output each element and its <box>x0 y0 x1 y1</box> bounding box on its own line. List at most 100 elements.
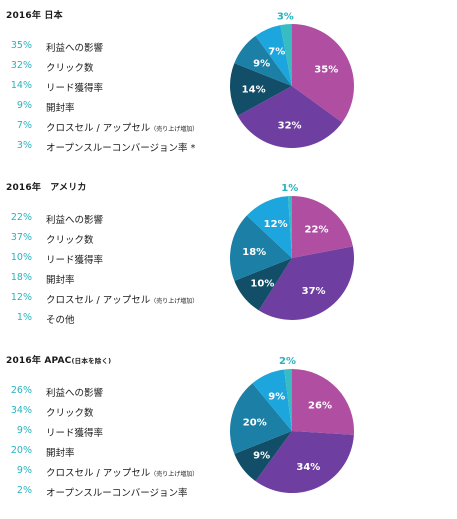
pie-slice <box>288 195 292 258</box>
legend-row: 32% クリック数 <box>0 60 230 80</box>
legend-value: 9% <box>16 100 32 111</box>
slice-label: 9% <box>268 392 285 403</box>
legend-label: リード獲得率 <box>46 255 104 266</box>
pie-slice <box>255 25 292 87</box>
legend-label: クリック数 <box>46 63 94 74</box>
legend-label: クロスセル / アップセル（売り上げ増加） <box>46 123 199 134</box>
legend-row: 12% クロスセル / アップセル（売り上げ増加） <box>0 292 230 312</box>
legend-label: クリック数 <box>46 408 94 419</box>
pie-slice <box>234 35 292 86</box>
slice-label: 14% <box>242 84 266 95</box>
pie-chart-usa: 22% 37% 10% 18% 12% 1% <box>229 183 354 320</box>
slice-label: 9% <box>253 451 270 462</box>
slice-label: 10% <box>250 279 274 290</box>
chart-section-apac: 2016年 APAC(日本を除く) 26% 利益への影響 34% クリック数 9% リ… <box>0 345 457 517</box>
legend-row: 7% クロスセル / アップセル（売り上げ増加） <box>0 120 230 140</box>
slice-label: 1% <box>281 183 298 194</box>
pie-slice <box>237 86 343 148</box>
legend-row: 26% 利益への影響 <box>0 385 230 405</box>
legend-value: 18% <box>10 272 32 283</box>
chart-section-usa: 2016年 アメリカ 22% 利益への影響 37% クリック数 10% リード獲得率 … <box>0 172 457 344</box>
pie-chart-apac: 26% 34% 9% 20% 9% 2% <box>229 356 355 494</box>
legend-value: 2% <box>16 485 32 496</box>
legend-row: 18% 開封率 <box>0 272 230 292</box>
legend-row: 9% 開封率 <box>0 100 230 120</box>
legend-label: クロスセル / アップセル（売り上げ増加） <box>46 295 199 306</box>
pie-slice <box>284 369 292 431</box>
legend-value: 20% <box>10 445 32 456</box>
legend: 35% 利益への影響 32% クリック数 14% リード獲得率 9% 開封率 7% クロス… <box>0 40 230 160</box>
legend-label: オープンスルーコンバージョン率 <box>46 488 188 499</box>
pie-chart-japan: 35% 32% 14% 9%7% 3% <box>229 11 354 148</box>
legend-value: 32% <box>10 60 32 71</box>
legend-value: 9% <box>16 465 32 476</box>
pie-slice <box>280 24 292 86</box>
legend-row: 2% オープンスルーコンバージョン率 <box>0 485 230 505</box>
pie-slice <box>229 215 292 281</box>
slice-label: 35% <box>314 65 338 76</box>
legend-label: リード獲得率 <box>46 428 104 439</box>
legend-row: 35% 利益への影響 <box>0 40 230 60</box>
slice-label: 22% <box>305 224 329 235</box>
legend-value: 37% <box>10 232 32 243</box>
legend: 26% 利益への影響 34% クリック数 9% リード獲得率 20% 開封率 9% クロス… <box>0 385 230 505</box>
legend-value: 7% <box>16 120 32 131</box>
pie-slice <box>229 383 292 454</box>
legend-row: 9% クロスセル / アップセル（売り上げ増加） <box>0 465 230 485</box>
pie-slice <box>234 258 292 311</box>
legend-label: 開封率 <box>46 275 75 286</box>
pie-slice <box>292 369 355 435</box>
legend-row: 22% 利益への影響 <box>0 212 230 232</box>
legend-value: 1% <box>16 312 32 323</box>
legend-row: 10% リード獲得率 <box>0 252 230 272</box>
legend-row: 3% オープンスルーコンバージョン率 * <box>0 140 230 160</box>
slice-label: 34% <box>296 462 320 473</box>
legend-value: 12% <box>10 292 32 303</box>
pie-slice <box>229 63 292 116</box>
slice-label: 9% <box>253 58 270 69</box>
legend-value: 26% <box>10 385 32 396</box>
slice-label: 37% <box>302 286 326 297</box>
pie-slice <box>258 246 354 320</box>
legend-value: 14% <box>10 80 32 91</box>
legend-row: 20% 開封率 <box>0 445 230 465</box>
legend-row: 9% リード獲得率 <box>0 425 230 445</box>
legend-label: クリック数 <box>46 235 94 246</box>
legend-label: 開封率 <box>46 103 75 114</box>
legend-label: 利益への影響 <box>46 388 104 399</box>
chart-title: 2016年 APAC(日本を除く) <box>6 356 112 366</box>
legend-value: 10% <box>10 252 32 263</box>
slice-label: 12% <box>264 219 288 230</box>
slice-label: 18% <box>242 247 266 258</box>
legend: 22% 利益への影響 37% クリック数 10% リード獲得率 18% 開封率 12% ク… <box>0 212 230 332</box>
slice-label: 26% <box>308 401 332 412</box>
pie-slice <box>246 196 292 258</box>
legend-row: 1% その他 <box>0 312 230 332</box>
slice-label: 3% <box>277 11 294 22</box>
pie-slice <box>252 369 292 431</box>
legend-row: 37% クリック数 <box>0 232 230 252</box>
legend-label: 開封率 <box>46 448 75 459</box>
legend-row: 34% クリック数 <box>0 405 230 425</box>
legend-value: 9% <box>16 425 32 436</box>
legend-value: 22% <box>10 212 32 223</box>
legend-value: 34% <box>10 405 32 416</box>
legend-label: オープンスルーコンバージョン率 * <box>46 143 196 154</box>
legend-row: 14% リード獲得率 <box>0 80 230 100</box>
slice-label: 2% <box>279 356 296 367</box>
chart-title: 2016年 日本 <box>6 11 63 21</box>
chart-section-japan: 2016年 日本 35% 利益への影響 32% クリック数 14% リード獲得率 9%… <box>0 0 457 172</box>
legend-label: その他 <box>46 315 75 326</box>
pie-slice <box>234 431 292 482</box>
slice-label: 32% <box>278 120 302 131</box>
legend-label: 利益への影響 <box>46 43 104 54</box>
chart-title: 2016年 アメリカ <box>6 183 87 193</box>
pie-slice <box>292 24 354 123</box>
slice-label: 7% <box>268 47 285 58</box>
legend-value: 3% <box>16 140 32 151</box>
legend-value: 35% <box>10 40 32 51</box>
legend-label: リード獲得率 <box>46 83 104 94</box>
slice-label: 20% <box>243 417 267 428</box>
pie-slice <box>292 196 353 258</box>
legend-label: 利益への影響 <box>46 215 104 226</box>
